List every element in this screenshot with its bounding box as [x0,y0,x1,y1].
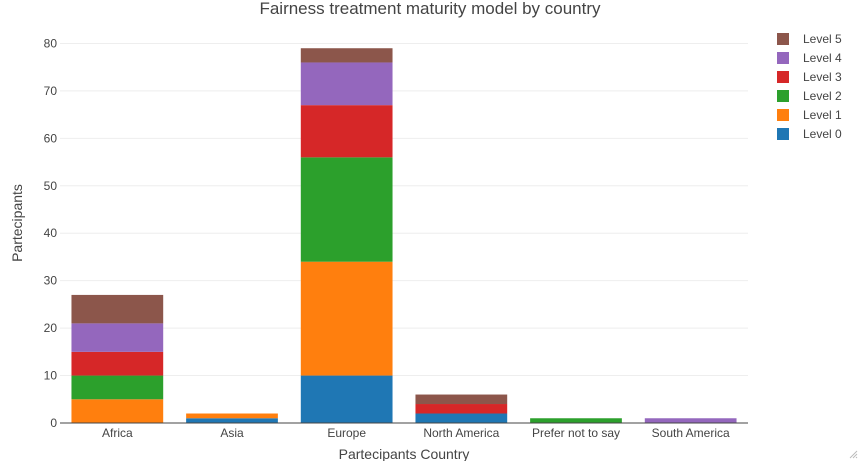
bar-level-4[interactable] [71,323,164,352]
bar-level-2[interactable] [71,375,164,400]
legend-item[interactable]: Level 0 [777,127,842,141]
legend-swatch [777,128,789,140]
bar-level-0[interactable] [186,418,278,423]
y-tick-label: 70 [44,84,58,98]
bar-level-0[interactable] [300,375,393,423]
y-tick-label: 80 [44,36,58,50]
x-tick-label: Prefer not to say [532,426,620,440]
bar-level-1[interactable] [186,413,278,419]
y-axis-label: Partecipants [9,184,25,262]
bar-level-3[interactable] [415,404,508,414]
legend-label: Level 3 [803,70,842,84]
y-tick-label: 60 [44,131,58,145]
y-tick-label: 50 [44,179,58,193]
legend[interactable]: Level 5 Level 4 Level 3 Level 2 Level 1 Level… [777,32,842,141]
bar-level-0[interactable] [415,413,508,423]
y-tick-label: 10 [44,369,58,383]
legend-swatch [777,33,789,45]
legend-item[interactable]: Level 1 [777,108,842,122]
bar-level-3[interactable] [71,351,164,376]
legend-label: Level 4 [803,51,842,65]
legend-label: Level 2 [803,89,842,103]
resize-grip-icon[interactable] [848,449,858,459]
bar-level-2[interactable] [300,157,393,262]
legend-swatch [777,52,789,64]
bar-level-3[interactable] [300,105,393,158]
legend-label: Level 0 [803,127,842,141]
axis-layer: 0 10 20 30 40 50 60 70 80 Africa Asia Europe North A… [44,36,748,440]
legend-swatch [777,71,789,83]
bar-level-2[interactable] [530,418,622,423]
bar-level-5[interactable] [71,294,164,324]
legend-label: Level 5 [803,32,842,46]
bar-level-1[interactable] [71,399,164,423]
legend-item[interactable]: Level 5 [777,32,842,46]
x-tick-label: Asia [220,426,244,440]
bar-level-5[interactable] [415,394,508,405]
legend-swatch [777,90,789,102]
legend-item[interactable]: Level 4 [777,51,842,65]
y-tick-label: 0 [50,416,57,430]
bar-level-4[interactable] [300,62,393,106]
x-tick-label: Europe [327,426,366,440]
chart-title: Fairness treatment maturity model by cou… [259,0,601,18]
y-tick-label: 40 [44,226,58,240]
bar-level-4[interactable] [644,418,737,423]
y-tick-label: 20 [44,321,58,335]
x-axis-label: Partecipants Country [339,446,470,461]
legend-label: Level 1 [803,108,842,122]
legend-swatch [777,109,789,121]
x-tick-label: Africa [102,426,133,440]
legend-item[interactable]: Level 3 [777,70,842,84]
x-tick-label: North America [423,426,499,440]
bar-level-5[interactable] [300,48,393,63]
y-tick-label: 30 [44,274,58,288]
bar-level-1[interactable] [300,261,393,376]
bars-layer [71,48,737,423]
x-tick-label: South America [652,426,730,440]
grid-layer [60,42,748,377]
legend-item[interactable]: Level 2 [777,89,842,103]
